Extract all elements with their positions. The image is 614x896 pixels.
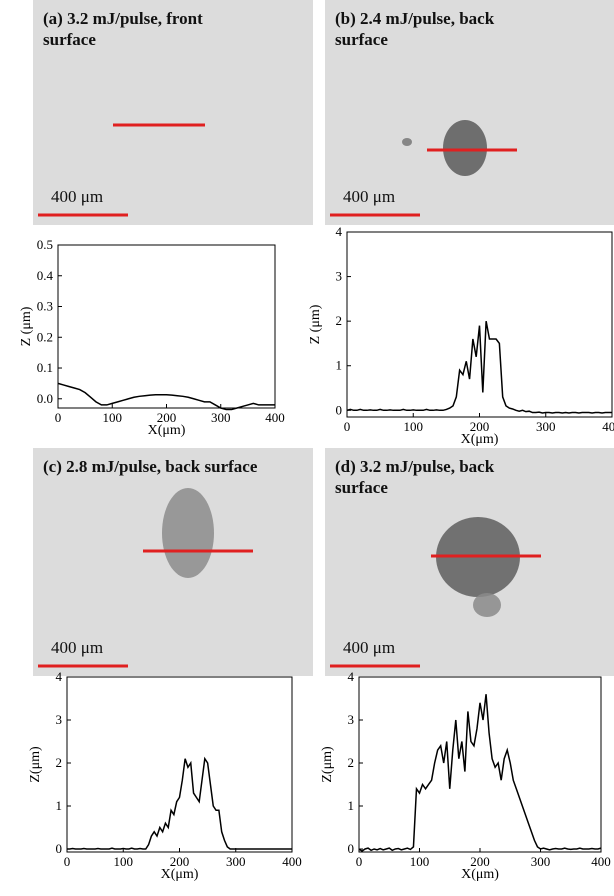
- plot-frame: [346, 231, 613, 418]
- x-tick-label: 100: [410, 854, 430, 869]
- y-tick-label: 0.2: [37, 329, 53, 344]
- x-tick-label: 400: [602, 419, 614, 434]
- damage-spot: [162, 488, 214, 578]
- x-tick-label: 0: [64, 854, 71, 869]
- x-tick-label: 200: [157, 410, 177, 425]
- plot-frame: [57, 244, 276, 409]
- profile-line: [57, 382, 275, 411]
- y-tick-label: 0.1: [37, 360, 53, 375]
- y-axis-label: Z(μm): [320, 746, 335, 783]
- x-tick-label: 100: [404, 419, 424, 434]
- micrograph: [33, 0, 313, 225]
- panel-title: (b) 2.4 mJ/pulse, back surface: [335, 9, 495, 49]
- y-tick-label: 0.5: [37, 237, 53, 252]
- y-tick-label: 3: [56, 712, 63, 727]
- y-axis-label: Z (μm): [19, 306, 34, 346]
- damage-spot: [473, 593, 501, 617]
- x-axis-label: X(μm): [461, 432, 499, 447]
- x-tick-label: 200: [470, 419, 490, 434]
- x-tick-label: 100: [114, 854, 134, 869]
- y-axis-label: Z (μm): [308, 304, 323, 344]
- x-tick-label: 200: [170, 854, 190, 869]
- y-axis-label: Z(μm): [28, 746, 43, 783]
- y-tick-label: 1: [56, 798, 63, 813]
- y-tick-label: 0: [348, 841, 355, 856]
- y-tick-label: 3: [336, 269, 343, 284]
- y-tick-label: 0.3: [37, 299, 53, 314]
- x-tick-label: 400: [591, 854, 611, 869]
- x-tick-label: 300: [536, 419, 556, 434]
- x-tick-label: 300: [211, 410, 231, 425]
- panel-title: (a) 3.2 mJ/pulse, front surface: [43, 9, 203, 49]
- scale-label: 400 μm: [51, 187, 104, 206]
- scale-label: 400 μm: [343, 187, 396, 206]
- y-tick-label: 0: [336, 402, 343, 417]
- y-tick-label: 4: [336, 224, 343, 239]
- x-axis-label: X(μm): [461, 867, 499, 882]
- y-tick-label: 0.4: [37, 268, 54, 283]
- y-tick-label: 2: [348, 755, 355, 770]
- y-tick-label: 4: [56, 669, 63, 684]
- profile-line: [67, 756, 292, 850]
- micrograph: [325, 0, 614, 225]
- x-tick-label: 300: [531, 854, 551, 869]
- x-tick-label: 0: [55, 410, 62, 425]
- x-tick-label: 100: [103, 410, 123, 425]
- y-tick-label: 1: [336, 358, 343, 373]
- x-tick-label: 400: [282, 854, 302, 869]
- x-axis-label: X(μm): [148, 423, 186, 438]
- x-axis-label: X(μm): [161, 867, 199, 882]
- x-tick-label: 200: [470, 854, 490, 869]
- y-tick-label: 0: [56, 841, 63, 856]
- x-tick-label: 400: [265, 410, 285, 425]
- x-tick-label: 0: [344, 419, 351, 434]
- damage-spot: [402, 138, 412, 146]
- x-tick-label: 300: [226, 854, 246, 869]
- panel-title: (d) 3.2 mJ/pulse, back surface: [335, 457, 495, 497]
- profile-line: [358, 694, 602, 853]
- y-tick-label: 0.0: [37, 391, 53, 406]
- y-tick-label: 2: [336, 313, 343, 328]
- x-tick-label: 0: [356, 854, 363, 869]
- panel-title: (c) 2.8 mJ/pulse, back surface: [43, 457, 258, 476]
- damage-spot: [443, 120, 487, 176]
- y-tick-label: 1: [348, 798, 355, 813]
- y-tick-label: 3: [348, 712, 355, 727]
- profile-line: [346, 321, 612, 414]
- y-tick-label: 2: [56, 755, 63, 770]
- plot-frame: [66, 676, 293, 853]
- scale-label: 400 μm: [51, 638, 104, 657]
- y-tick-label: 4: [348, 669, 355, 684]
- scale-label: 400 μm: [343, 638, 396, 657]
